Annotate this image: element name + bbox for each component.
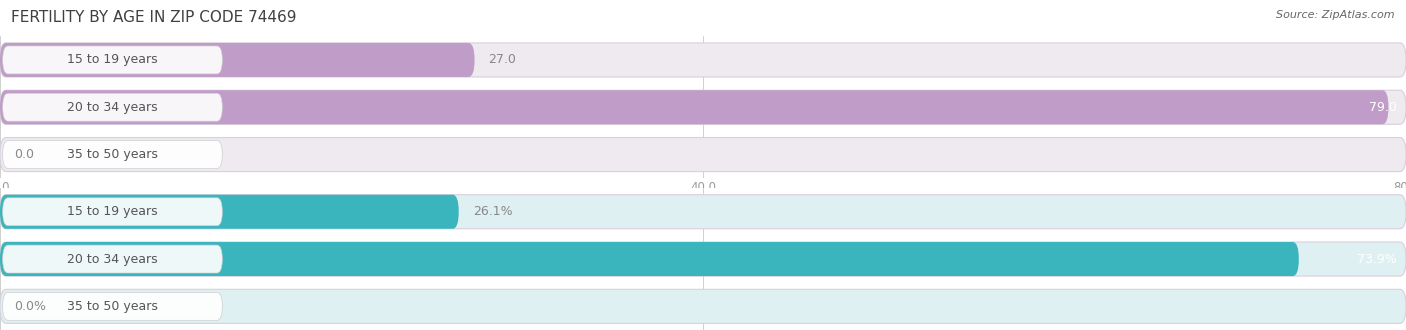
FancyBboxPatch shape xyxy=(3,93,222,121)
FancyBboxPatch shape xyxy=(0,138,1406,172)
Text: 73.9%: 73.9% xyxy=(1357,252,1398,266)
Text: 35 to 50 years: 35 to 50 years xyxy=(67,148,157,161)
Text: 20 to 34 years: 20 to 34 years xyxy=(67,101,157,114)
Text: 79.0: 79.0 xyxy=(1369,101,1398,114)
FancyBboxPatch shape xyxy=(0,43,1406,77)
FancyBboxPatch shape xyxy=(3,141,222,169)
FancyBboxPatch shape xyxy=(0,242,1299,276)
Text: 15 to 19 years: 15 to 19 years xyxy=(67,205,157,218)
Text: 35 to 50 years: 35 to 50 years xyxy=(67,300,157,313)
Text: 27.0: 27.0 xyxy=(489,53,516,66)
FancyBboxPatch shape xyxy=(0,289,1406,323)
Text: FERTILITY BY AGE IN ZIP CODE 74469: FERTILITY BY AGE IN ZIP CODE 74469 xyxy=(11,10,297,25)
FancyBboxPatch shape xyxy=(0,195,1406,229)
FancyBboxPatch shape xyxy=(3,46,222,74)
Text: 26.1%: 26.1% xyxy=(472,205,512,218)
FancyBboxPatch shape xyxy=(3,292,222,320)
Text: 20 to 34 years: 20 to 34 years xyxy=(67,252,157,266)
FancyBboxPatch shape xyxy=(0,90,1389,124)
Text: Source: ZipAtlas.com: Source: ZipAtlas.com xyxy=(1277,10,1395,20)
FancyBboxPatch shape xyxy=(0,43,475,77)
FancyBboxPatch shape xyxy=(3,198,222,226)
FancyBboxPatch shape xyxy=(3,245,222,273)
FancyBboxPatch shape xyxy=(0,90,1406,124)
FancyBboxPatch shape xyxy=(0,242,1406,276)
Text: 0.0: 0.0 xyxy=(14,148,34,161)
FancyBboxPatch shape xyxy=(0,195,458,229)
Text: 15 to 19 years: 15 to 19 years xyxy=(67,53,157,66)
Text: 0.0%: 0.0% xyxy=(14,300,46,313)
